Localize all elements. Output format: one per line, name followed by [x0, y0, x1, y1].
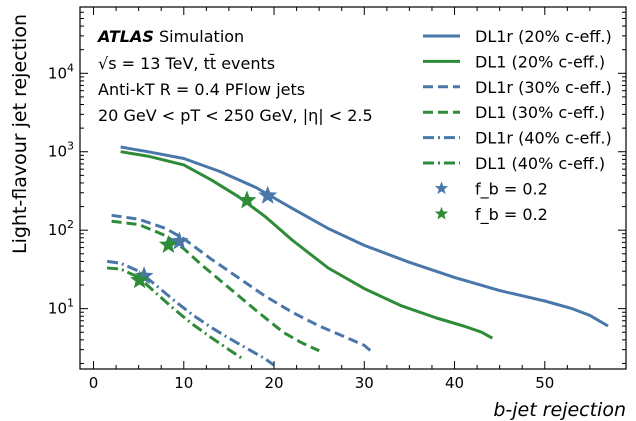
series-line-1 [120, 150, 494, 340]
legend-label-4: DL1r (40% c-eff.) [475, 129, 612, 148]
legend-label-2: DL1r (30% c-eff.) [475, 78, 612, 97]
y-tick-label: 104 [48, 61, 74, 82]
legend-marker-0 [434, 181, 449, 195]
marker-0-0 [258, 185, 278, 204]
working-point-markers [130, 185, 278, 289]
atlas-label: ATLAS Simulation [96, 27, 244, 46]
x-tick-label: 40 [445, 374, 464, 392]
series-line-2 [111, 213, 375, 355]
y-tick-label: 101 [48, 297, 74, 318]
series-line-5 [106, 266, 244, 360]
x-tick-label: 0 [89, 374, 99, 392]
legend-marker-1 [434, 206, 449, 220]
marker-1-1 [158, 234, 178, 253]
kinematic-cuts-label: 20 GeV < pT < 250 GeV, |η| < 2.5 [98, 106, 373, 125]
legend-label-3: DL1 (30% c-eff.) [475, 103, 605, 122]
atlas-suffix: Simulation [154, 27, 244, 46]
plot-annotations: ATLAS Simulation √s = 13 TeV, tt̄ events… [96, 27, 373, 125]
legend-label-5: DL1 (40% c-eff.) [475, 154, 605, 173]
x-tick-label: 10 [174, 374, 193, 392]
legend: DL1r (20% c-eff.) DL1 (20% c-eff.) DL1r (3… [423, 27, 612, 225]
series-line-3 [111, 219, 320, 353]
marker-1-2 [130, 270, 150, 289]
series-line-0 [120, 145, 609, 328]
marker-1-0 [237, 190, 257, 209]
x-axis-label: b-jet rejection [493, 399, 626, 421]
y-axis-label: Light-flavour jet rejection [9, 14, 31, 254]
series-lines [106, 145, 609, 367]
y-tick-labels: 101 102 103 104 [48, 61, 74, 317]
y-tick-label: 102 [48, 218, 74, 239]
x-tick-label: 30 [355, 374, 374, 392]
legend-label-0: DL1r (20% c-eff.) [475, 27, 612, 46]
x-tick-labels: 0 10 20 30 40 50 [89, 374, 555, 392]
legend-marker-label-1: f_b = 0.2 [475, 205, 548, 225]
jet-algo-label: Anti-kT R = 0.4 PFlow jets [98, 80, 305, 99]
atlas-brand: ATLAS [96, 27, 154, 46]
axis-ticks [80, 6, 626, 369]
energy-label: √s = 13 TeV, tt̄ events [98, 54, 275, 73]
x-tick-label: 20 [264, 374, 283, 392]
x-tick-label: 50 [535, 374, 554, 392]
series-line-4 [106, 259, 275, 367]
marker-0-1 [169, 231, 189, 250]
legend-label-1: DL1 (20% c-eff.) [475, 52, 605, 71]
plot-frame [79, 6, 627, 370]
legend-marker-label-0: f_b = 0.2 [475, 179, 548, 199]
y-tick-label: 103 [48, 140, 74, 161]
marker-0-2 [134, 266, 154, 285]
